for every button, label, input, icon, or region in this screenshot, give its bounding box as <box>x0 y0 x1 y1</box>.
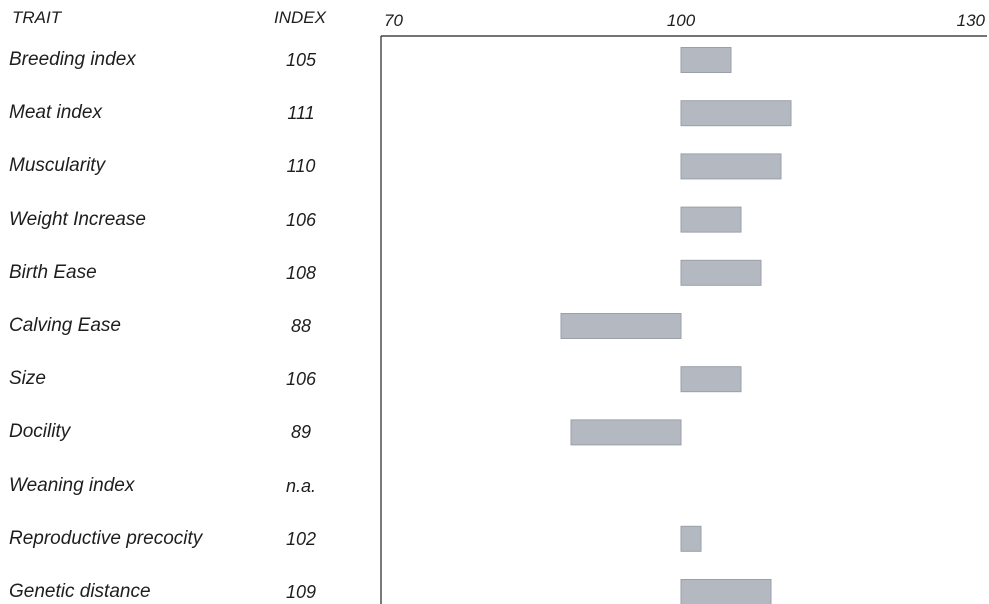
index-value: 105 <box>285 50 317 70</box>
index-bar <box>680 100 792 127</box>
trait-label: Meat index <box>9 102 102 124</box>
trait-column-header: TRAIT <box>12 8 62 27</box>
index-bar <box>680 206 742 233</box>
index-value: n.a. <box>285 475 317 496</box>
index-value: 109 <box>285 582 317 602</box>
index-value: 108 <box>285 262 317 283</box>
trait-label: Calving Ease <box>9 315 121 336</box>
trait-label: Docility <box>9 421 71 443</box>
index-column-header: INDEX <box>274 8 326 27</box>
index-bar <box>680 366 742 393</box>
index-bar <box>680 47 732 73</box>
trait-label: Breeding index <box>9 49 136 70</box>
index-value: 106 <box>285 369 317 390</box>
trait-label: Birth Ease <box>9 261 97 283</box>
index-bar <box>680 579 772 604</box>
trait-label: Weaning index <box>9 474 135 496</box>
index-value: 88 <box>290 316 312 336</box>
index-value: 111 <box>287 103 315 124</box>
x-tick-label-130: 130 <box>957 11 986 30</box>
index-bar <box>560 313 682 339</box>
index-bar <box>680 153 782 180</box>
index-value: 102 <box>285 528 317 549</box>
trait-label: Muscularity <box>9 155 106 177</box>
trait-label: Reproductive precocity <box>9 527 203 549</box>
trait-label: Genetic distance <box>9 581 151 602</box>
index-bar <box>680 525 702 552</box>
index-bar <box>570 419 682 446</box>
index-bar <box>680 259 762 286</box>
trait-label: Size <box>9 368 46 390</box>
x-tick-label-70: 70 <box>384 11 403 30</box>
x-tick-label-100: 100 <box>667 11 696 30</box>
index-value: 89 <box>290 422 312 443</box>
index-value: 106 <box>285 209 317 230</box>
trait-label: Weight Increase <box>9 208 146 230</box>
index-value: 110 <box>286 156 316 177</box>
